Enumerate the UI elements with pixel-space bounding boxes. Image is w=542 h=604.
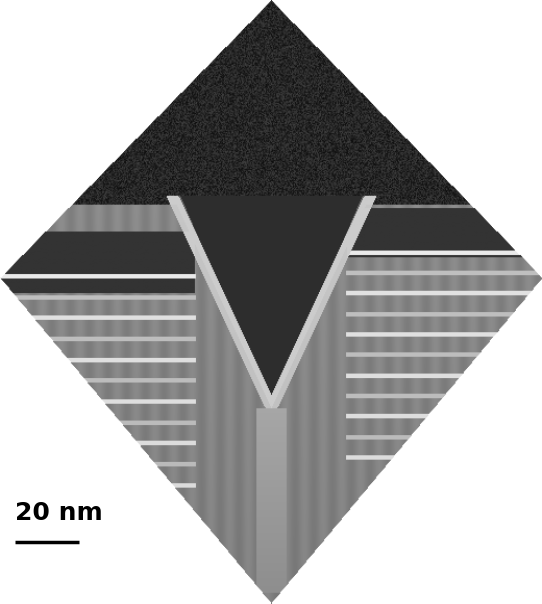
Text: 20 nm: 20 nm — [15, 501, 102, 525]
